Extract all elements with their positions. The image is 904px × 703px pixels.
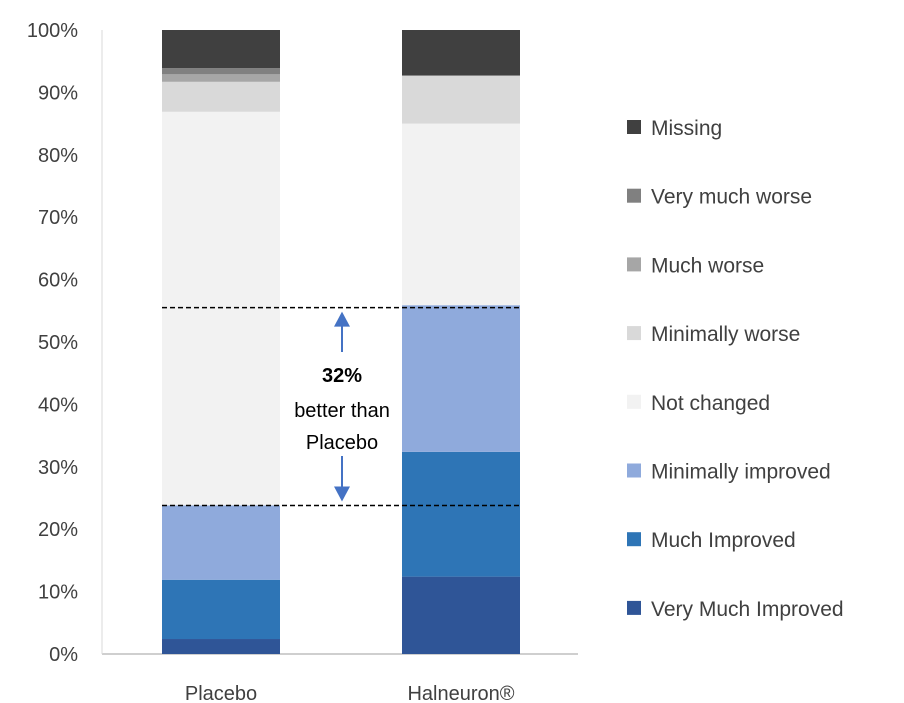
y-tick-label: 90% [38,82,78,104]
legend-swatch [627,463,641,478]
bar-segment [402,75,520,124]
bar-segment [402,576,520,654]
bar-segment [162,505,280,580]
legend-label: Much Improved [651,529,796,552]
legend-swatch [627,600,641,615]
y-tick-label: 0% [49,644,78,666]
legend-item: Much worse [627,254,764,277]
bar-segment [402,305,520,452]
legend-item: Missing [627,117,722,140]
legend-label: Not changed [651,392,770,415]
legend-swatch [627,326,641,341]
y-axis-ticks: 0% 10% 20% 30% 40% 50% 60% 70% 80% 90% 100% [27,20,78,666]
annotation-line-1: better than [294,400,390,422]
x-tick-label: Halneuron® [407,683,514,703]
legend-label: Very Much Improved [651,598,844,621]
bar-segment [162,639,280,654]
y-tick-label: 50% [38,332,78,354]
down-arrow-icon [334,486,350,502]
x-axis-labels: Placebo Halneuron® [185,683,515,703]
bar-segment [402,123,520,306]
legend-item: Much Improved [627,529,796,552]
legend-item: Very Much Improved [627,598,844,621]
legend-item: Minimally worse [627,323,800,346]
y-tick-label: 10% [38,582,78,604]
y-tick-label: 60% [38,270,78,292]
legend-label: Very much worse [651,186,812,209]
legend-swatch [627,257,641,272]
legend-item: Minimally improved [627,461,831,484]
legend-swatch [627,120,641,134]
bar-segment [402,30,520,76]
bar-segment [402,451,520,577]
legend-swatch [627,532,641,547]
legend-swatch [627,394,641,409]
legend-label: Minimally improved [651,461,831,484]
difference-annotation: 32% better than Placebo [162,306,520,507]
y-tick-label: 40% [38,394,78,416]
bar-segment [162,30,280,69]
bar-segment [162,81,280,112]
y-tick-label: 20% [38,519,78,541]
y-tick-label: 80% [38,145,78,167]
x-tick-label: Placebo [185,683,257,703]
up-arrow-icon [334,311,350,327]
legend-label: Minimally worse [651,323,800,346]
legend-item: Not changed [627,392,770,415]
annotation-line-2: Placebo [306,432,378,454]
bar-segment [162,68,280,75]
legend-swatch [627,188,641,203]
legend-label: Much worse [651,254,764,277]
legend: Missing Very much worse Much worse Minimall… [627,117,844,621]
y-tick-label: 70% [38,207,78,229]
y-tick-label: 100% [27,20,78,42]
bar-segment [162,111,280,506]
bar-stacks [162,30,520,654]
bar-segment [162,74,280,82]
annotation-percent: 32% [322,365,362,387]
legend-label: Missing [651,117,722,140]
legend-item: Very much worse [627,186,812,209]
y-tick-label: 30% [38,457,78,479]
bar-segment [162,579,280,640]
